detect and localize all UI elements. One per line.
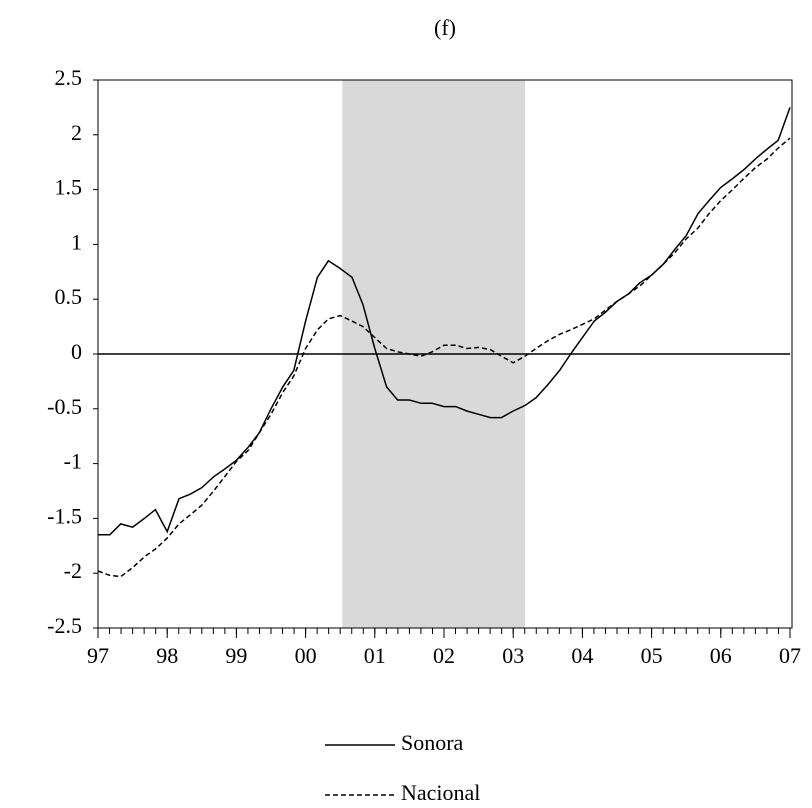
- x-tick-label: 06: [710, 643, 732, 668]
- y-tick-label: 1.5: [55, 175, 83, 200]
- series-line: [97, 137, 791, 578]
- x-tick-label: 03: [502, 643, 524, 668]
- series-line: [98, 107, 791, 536]
- legend-label: Sonora: [401, 730, 464, 755]
- y-tick-label: 0.5: [55, 284, 83, 309]
- x-tick-label: 00: [295, 643, 317, 668]
- y-tick-label: 1: [71, 229, 82, 254]
- x-tick-label: 01: [364, 643, 386, 668]
- x-tick-label: 07: [779, 643, 801, 668]
- y-tick-label: -1.5: [47, 503, 82, 528]
- x-tick-label: 99: [225, 643, 247, 668]
- x-tick-label: 05: [641, 643, 663, 668]
- x-tick-label: 02: [433, 643, 455, 668]
- y-tick-label: 0: [71, 339, 82, 364]
- y-tick-label: -0.5: [47, 394, 82, 419]
- y-tick-label: -2.5: [47, 613, 82, 638]
- y-tick-label: -1: [64, 449, 82, 474]
- legend-label: Nacional: [401, 780, 480, 803]
- y-tick-label: 2: [71, 120, 82, 145]
- y-tick-label: -2: [64, 558, 82, 583]
- chart-title: (f): [434, 15, 456, 40]
- x-tick-label: 98: [156, 643, 178, 668]
- x-tick-label: 04: [571, 643, 593, 668]
- x-tick-label: 97: [87, 643, 109, 668]
- y-tick-label: 2.5: [55, 65, 83, 90]
